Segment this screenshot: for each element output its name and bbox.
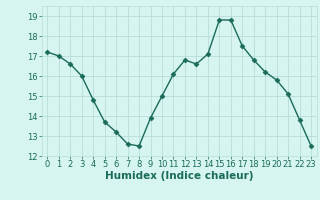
X-axis label: Humidex (Indice chaleur): Humidex (Indice chaleur) [105,171,253,181]
